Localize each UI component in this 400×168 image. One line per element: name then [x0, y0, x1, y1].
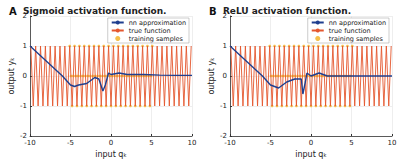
- svg-text:2: 2: [222, 12, 227, 20]
- svg-text:5: 5: [349, 139, 353, 147]
- svg-text:-10: -10: [224, 139, 235, 147]
- svg-text:-1: -1: [220, 102, 227, 110]
- svg-text:true function: true function: [329, 27, 371, 35]
- svg-text:-2: -2: [220, 132, 227, 140]
- svg-text:5: 5: [149, 139, 153, 147]
- svg-text:1: 1: [23, 42, 27, 50]
- svg-text:output yₖ: output yₖ: [7, 57, 16, 94]
- svg-text:true function: true function: [129, 27, 171, 35]
- svg-text:10: 10: [388, 139, 397, 147]
- svg-text:output yₖ: output yₖ: [207, 57, 216, 94]
- svg-text:Sigmoid activation function.: Sigmoid activation function.: [23, 6, 167, 16]
- svg-text:-2: -2: [20, 132, 27, 140]
- svg-text:-5: -5: [67, 139, 74, 147]
- svg-text:-5: -5: [267, 139, 274, 147]
- svg-text:0: 0: [309, 139, 313, 147]
- svg-text:-10: -10: [24, 139, 35, 147]
- svg-text:nn approximation: nn approximation: [129, 19, 186, 27]
- svg-text:training samples: training samples: [129, 35, 184, 43]
- svg-text:input qₖ: input qₖ: [295, 150, 327, 159]
- svg-text:1: 1: [223, 42, 227, 50]
- svg-text:ReLU activation function.: ReLU activation function.: [223, 6, 351, 16]
- svg-text:nn approximation: nn approximation: [329, 19, 386, 27]
- svg-text:2: 2: [22, 12, 27, 20]
- svg-text:B: B: [209, 6, 217, 17]
- svg-text:input qₖ: input qₖ: [95, 150, 127, 159]
- svg-text:0: 0: [109, 139, 113, 147]
- svg-text:training samples: training samples: [329, 35, 384, 43]
- svg-text:0: 0: [23, 72, 27, 80]
- svg-text:-1: -1: [20, 102, 27, 110]
- svg-text:10: 10: [188, 139, 197, 147]
- svg-text:0: 0: [223, 72, 227, 80]
- svg-text:A: A: [9, 5, 17, 17]
